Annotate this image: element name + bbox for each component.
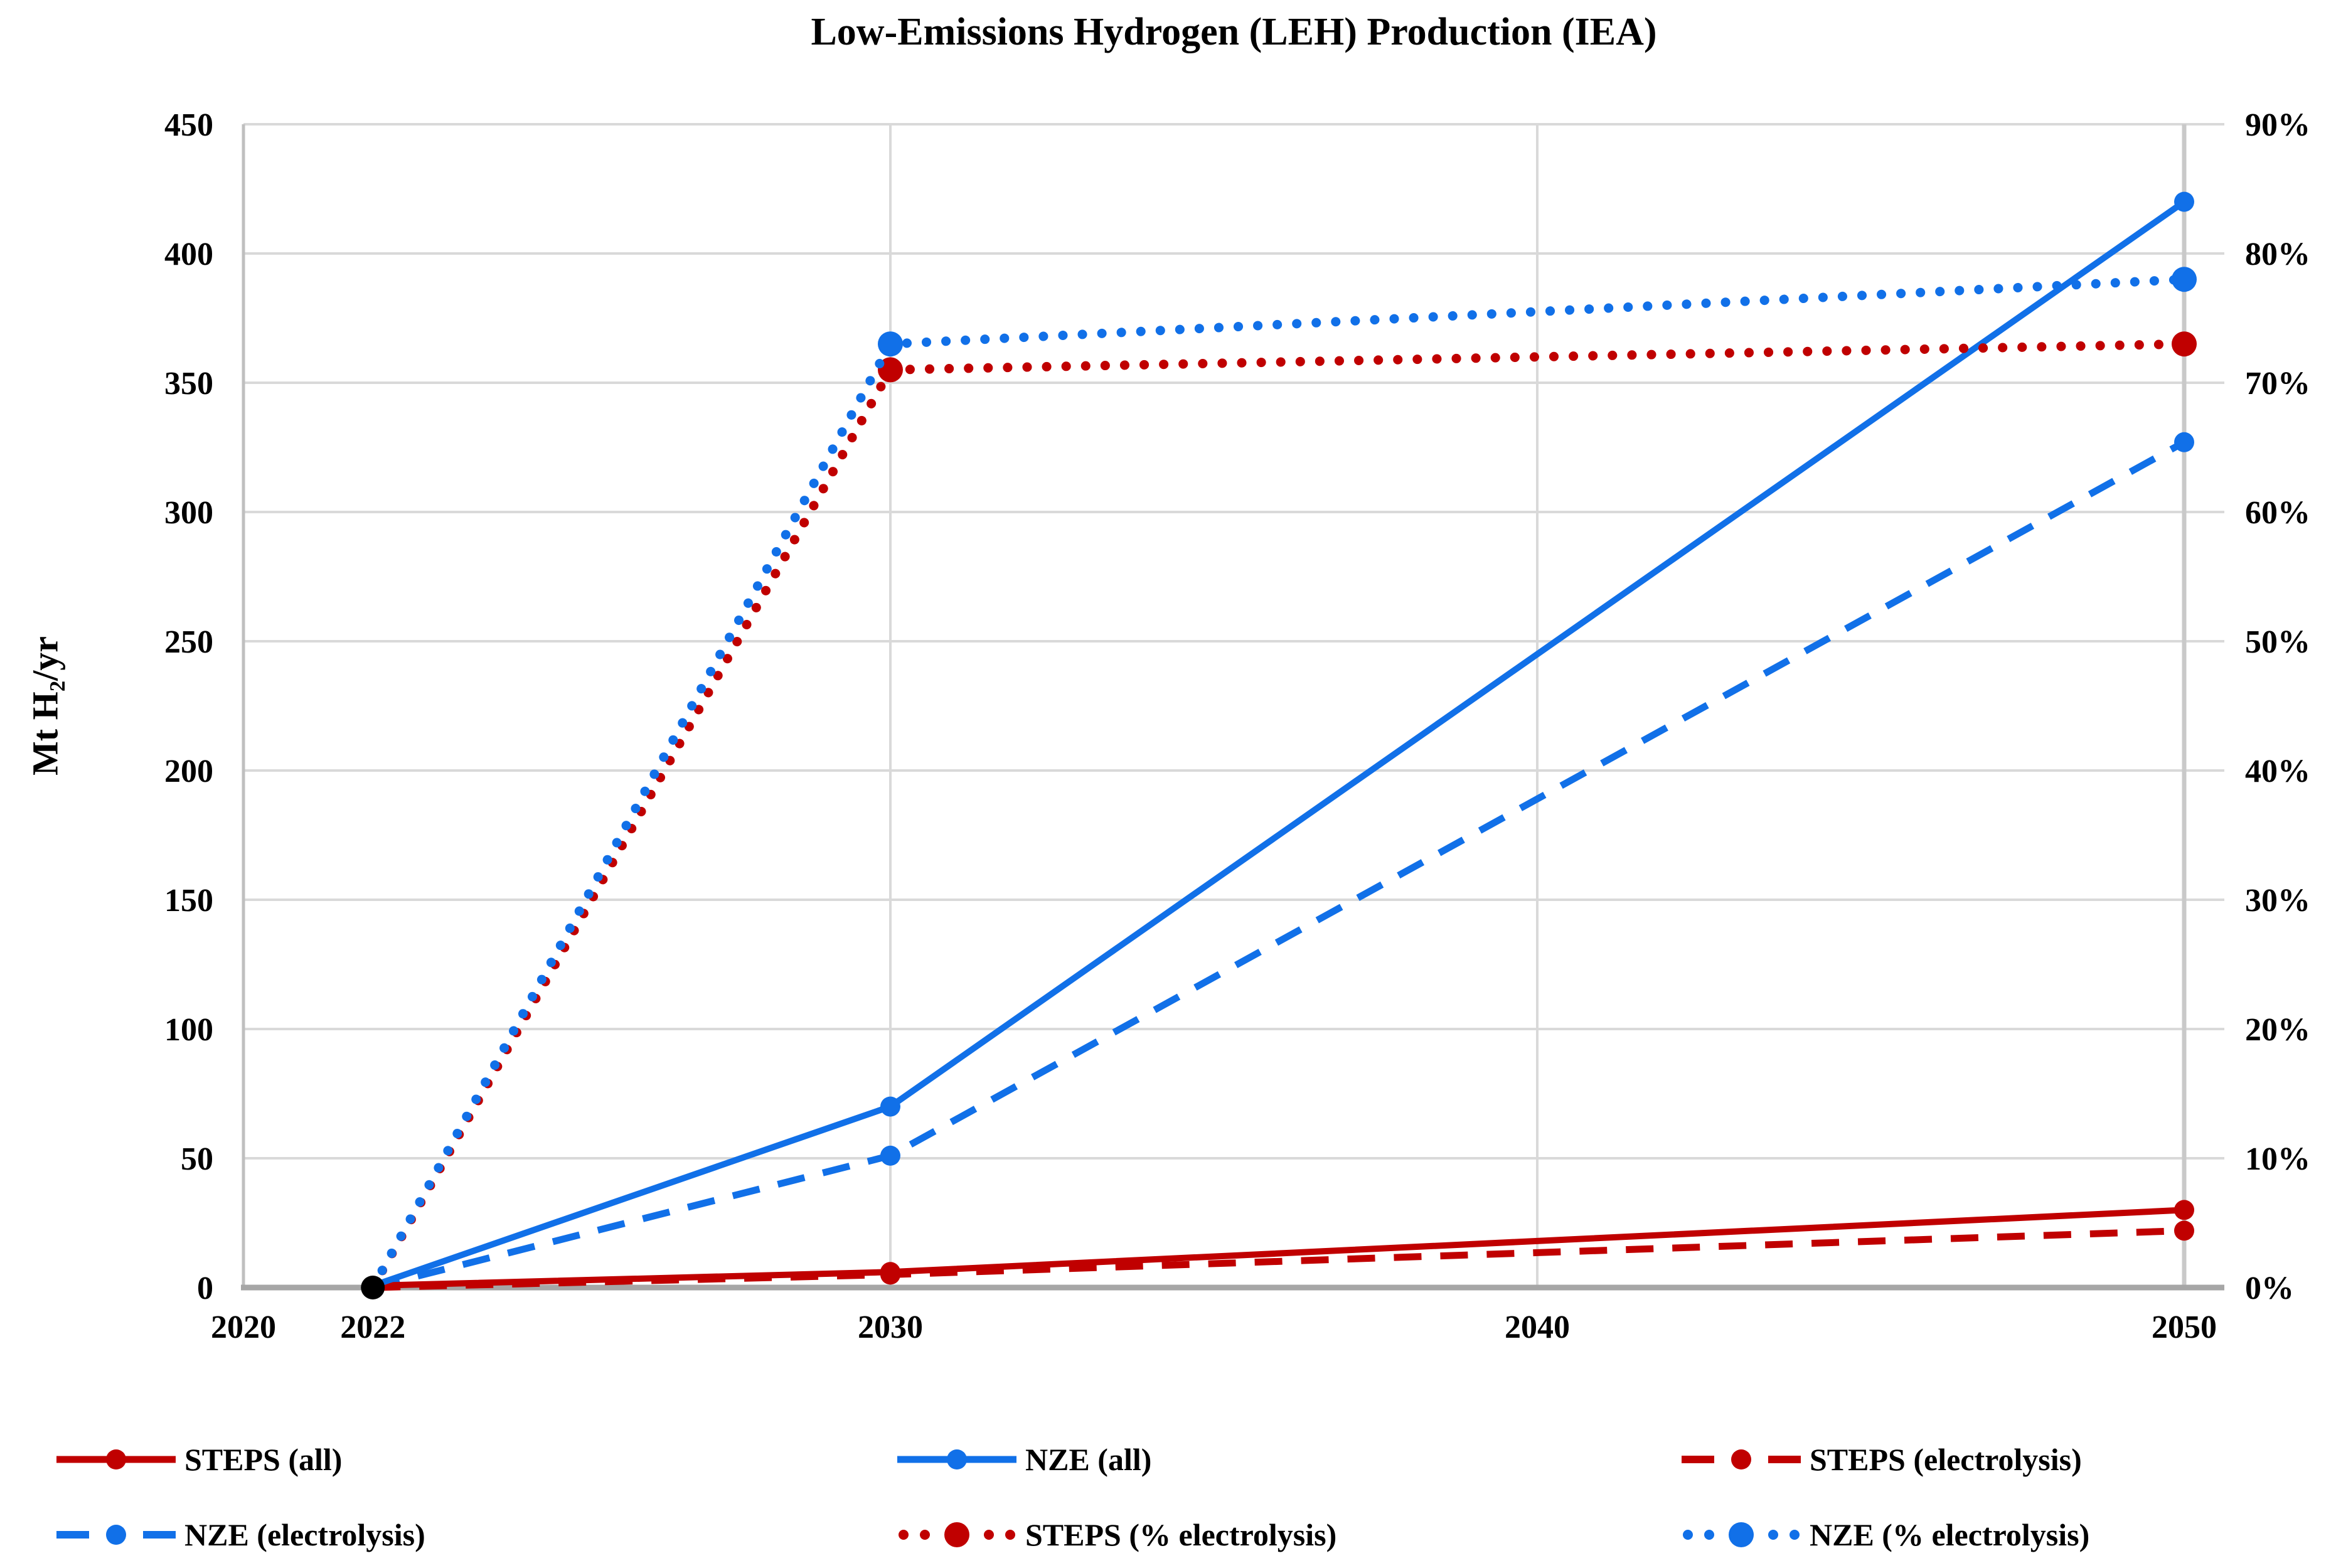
data-point	[878, 331, 903, 357]
legend-row: STEPS (all) NZE (all) STEPS (electrolysis)	[0, 1429, 2331, 1490]
data-point	[2174, 432, 2194, 452]
x-tick: 2022	[340, 1309, 405, 1345]
y-left-tick: 150	[164, 883, 213, 919]
data-point	[2172, 267, 2197, 292]
y-left-tick: 250	[164, 624, 213, 660]
y-left-tick: 50	[181, 1141, 213, 1177]
chart-title: Low-Emissions Hydrogen (LEH) Production …	[811, 11, 1657, 53]
series-nze-electrolysis-	[368, 267, 2197, 1293]
legend-item-steps-electrolysis-: STEPS (electrolysis)	[1682, 1429, 2331, 1490]
series-nze-all-	[371, 191, 2194, 1289]
y-right-tick: 20%	[2245, 1012, 2310, 1048]
axis-lines	[241, 124, 2224, 1291]
y-right-tick: 0%	[2245, 1271, 2294, 1306]
tick-labels: 0 50 100 150 200 250 300 350 400 450 0% 10% 20% 30% 40…	[164, 107, 2310, 1345]
legend-label: STEPS (all)	[184, 1442, 343, 1477]
x-tick: 2030	[858, 1309, 923, 1345]
x-tick: 2050	[2152, 1309, 2217, 1345]
y-left-tick: 450	[164, 107, 213, 143]
series-steps-all-	[373, 1200, 2194, 1289]
legend-label: STEPS (% electrolysis)	[1025, 1517, 1337, 1552]
legend-item-steps-electrolysis-: STEPS (% electrolysis)	[897, 1505, 1682, 1565]
x-tick: 2040	[1505, 1309, 1570, 1345]
legend: STEPS (all) NZE (all) STEPS (electrolysis)…	[0, 1429, 2331, 1568]
data-point	[2172, 331, 2197, 357]
y-right-tick: 10%	[2245, 1141, 2310, 1177]
legend-item-steps-all-: STEPS (all)	[56, 1429, 897, 1490]
base-point-2022	[361, 1276, 385, 1299]
data-point	[2174, 1200, 2194, 1220]
data-point	[880, 1262, 900, 1283]
legend-key-dashed-line	[1682, 1449, 1801, 1469]
legend-label: NZE (% electrolysis)	[1810, 1517, 2090, 1552]
legend-item-nze-electrolysis-: NZE (% electrolysis)	[1682, 1505, 2331, 1565]
legend-key-solid-line	[56, 1449, 176, 1469]
y-left-tick: 300	[164, 495, 213, 531]
y-right-tick: 40%	[2245, 754, 2310, 789]
y-left-tick: 350	[164, 366, 213, 402]
y-left-tick: 400	[164, 237, 213, 272]
legend-item-nze-electrolysis-: NZE (electrolysis)	[56, 1505, 897, 1565]
line-chart: 0 50 100 150 200 250 300 350 400 450 0% 10% 20% 30% 40…	[164, 107, 2310, 1345]
legend-row: NZE (electrolysis) STEPS (% electrolysis)…	[0, 1505, 2331, 1565]
legend-item-nze-all-: NZE (all)	[897, 1429, 1682, 1490]
legend-label: STEPS (electrolysis)	[1810, 1442, 2082, 1477]
y-left-tick: 0	[197, 1271, 213, 1306]
legend-key-dashed-line	[56, 1525, 176, 1545]
legend-label: NZE (all)	[1025, 1442, 1152, 1477]
y-right-tick: 60%	[2245, 495, 2310, 531]
y-left-tick: 100	[164, 1012, 213, 1048]
y-right-tick: 30%	[2245, 883, 2310, 919]
y-right-tick: 80%	[2245, 237, 2310, 272]
legend-label: NZE (electrolysis)	[184, 1517, 425, 1552]
y-right-tick: 90%	[2245, 107, 2310, 143]
series-nze-electrolysis-	[371, 432, 2194, 1291]
data-point	[880, 1145, 900, 1166]
legend-key-dotted-line	[899, 1522, 1015, 1547]
data-point	[2174, 191, 2194, 212]
series-steps-electrolysis-	[368, 331, 2197, 1293]
data-point	[880, 1096, 900, 1117]
y-left-tick: 200	[164, 754, 213, 789]
legend-key-dotted-line	[1683, 1522, 1800, 1547]
x-tick: 2020	[211, 1309, 276, 1345]
y-right-tick: 50%	[2245, 624, 2310, 660]
data-point	[2174, 1220, 2194, 1241]
gridlines	[243, 123, 2224, 1288]
legend-key-solid-line	[897, 1449, 1016, 1469]
y-right-tick: 70%	[2245, 366, 2310, 402]
